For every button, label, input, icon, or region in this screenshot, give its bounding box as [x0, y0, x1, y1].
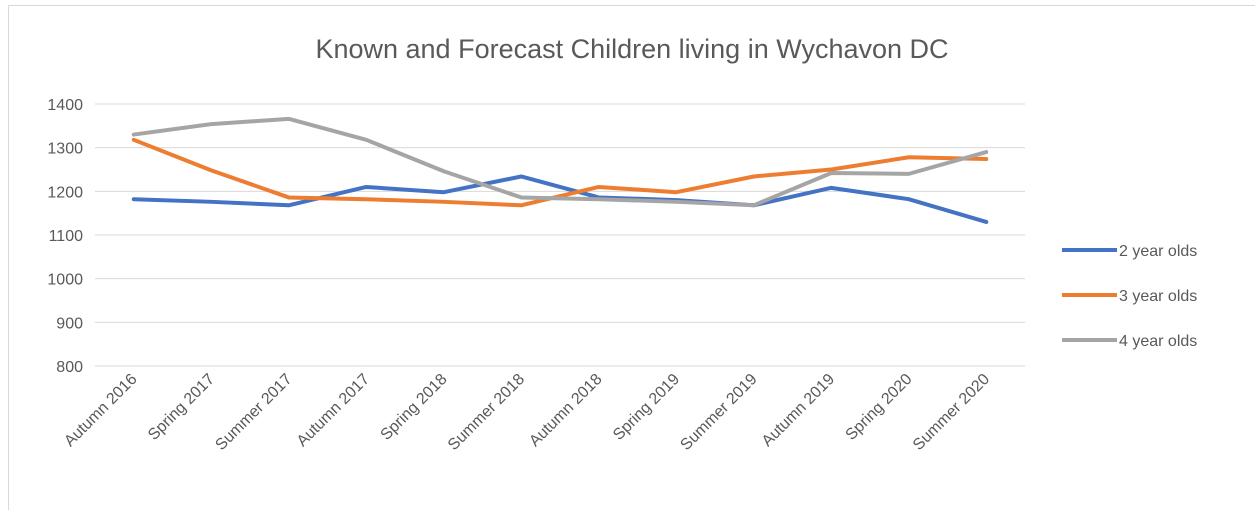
- x-tick-label: Spring 2017: [145, 371, 218, 444]
- x-tick-label: Spring 2020: [843, 371, 916, 444]
- x-tick-label: Summer 2018: [445, 371, 528, 454]
- x-tick-label: Spring 2019: [610, 371, 683, 444]
- chart-title: Known and Forecast Children living in Wy…: [315, 34, 948, 64]
- x-tick-label: Summer 2017: [212, 371, 295, 454]
- x-tick-label: Autumn 2016: [61, 371, 140, 450]
- line-series: [131, 137, 989, 208]
- y-tick-label: 900: [56, 315, 83, 332]
- y-tick-label: 1300: [47, 141, 83, 158]
- y-tick-label: 1200: [47, 184, 83, 201]
- x-tick-label: Summer 2019: [677, 371, 760, 454]
- line-series: [131, 174, 989, 224]
- legend-label: 3 year olds: [1119, 288, 1197, 305]
- x-tick-label: Spring 2018: [378, 371, 451, 444]
- chart-border: [8, 5, 1255, 510]
- y-tick-label: 1400: [47, 97, 83, 114]
- line-series: [131, 116, 989, 208]
- legend-label: 2 year olds: [1119, 243, 1197, 260]
- x-tick-label: Autumn 2018: [526, 371, 605, 450]
- x-tick-label: Autumn 2017: [294, 371, 373, 450]
- x-tick-label: Summer 2020: [910, 371, 993, 454]
- y-tick-label: 1000: [47, 272, 83, 289]
- y-tick-label: 800: [56, 359, 83, 376]
- x-tick-label: Autumn 2019: [759, 371, 838, 450]
- legend-label: 4 year olds: [1119, 333, 1197, 350]
- y-tick-label: 1100: [49, 228, 84, 245]
